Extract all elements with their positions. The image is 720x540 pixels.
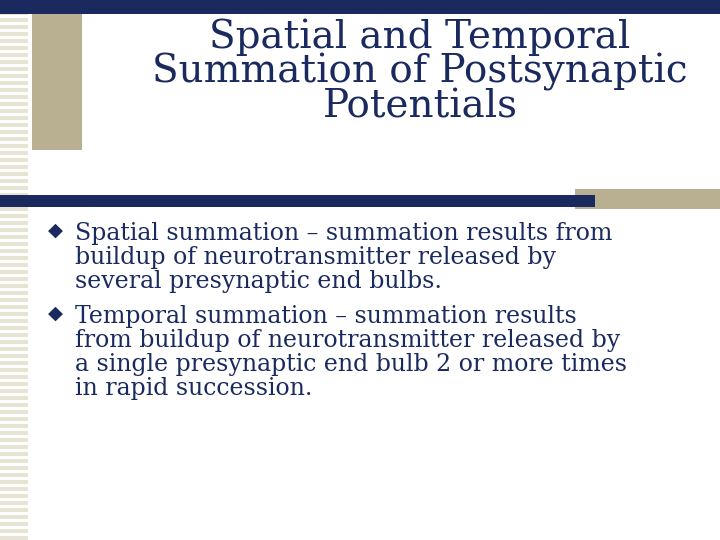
Bar (0, 424, 28, 428)
Bar (0, 466, 28, 470)
Text: ◆: ◆ (48, 222, 63, 240)
Bar (0, 333, 28, 337)
Bar (0, 195, 720, 207)
Bar (0, 438, 28, 442)
Bar (0, 403, 28, 407)
Bar (0, 102, 28, 106)
Bar (0, 319, 28, 323)
Bar (0, 256, 28, 260)
Bar (0, 221, 28, 225)
Bar (0, 417, 28, 421)
Bar (0, 116, 28, 120)
Bar (0, 130, 28, 134)
Text: Spatial and Temporal: Spatial and Temporal (210, 18, 631, 56)
Bar (0, 508, 28, 512)
Bar (0, 81, 28, 85)
Text: Summation of Postsynaptic: Summation of Postsynaptic (152, 53, 688, 91)
Bar (0, 242, 28, 246)
Bar (0, 32, 28, 36)
Bar (0, 396, 28, 400)
Bar (0, 193, 28, 197)
Bar (0, 179, 28, 183)
Bar (0, 340, 28, 344)
Text: Potentials: Potentials (323, 88, 518, 125)
Bar (0, 158, 28, 162)
Bar (0, 494, 28, 498)
Bar (0, 88, 28, 92)
Bar (0, 389, 28, 393)
Text: buildup of neurotransmitter released by: buildup of neurotransmitter released by (75, 246, 556, 269)
Bar (0, 354, 28, 358)
Bar (0, 123, 28, 127)
Bar (0, 487, 28, 491)
Bar (0, 410, 28, 414)
Bar (0, 25, 28, 29)
Bar (0, 249, 28, 253)
Bar (0, 522, 28, 526)
Text: from buildup of neurotransmitter released by: from buildup of neurotransmitter release… (75, 329, 620, 352)
Bar (0, 473, 28, 477)
Bar (0, 536, 28, 540)
Text: ◆: ◆ (48, 305, 63, 323)
Bar (0, 195, 595, 207)
Bar (0, 382, 28, 386)
Bar (0, 368, 28, 372)
Bar (0, 431, 28, 435)
Bar (0, 18, 28, 22)
Bar (0, 515, 28, 519)
Bar (0, 214, 28, 218)
Bar (0, 277, 28, 281)
Text: in rapid succession.: in rapid succession. (75, 377, 312, 400)
Text: a single presynaptic end bulb 2 or more times: a single presynaptic end bulb 2 or more … (75, 353, 627, 376)
Bar (0, 375, 28, 379)
Bar (0, 361, 28, 365)
Bar (0, 200, 28, 204)
Bar (575, 189, 720, 209)
Bar (0, 263, 28, 267)
Bar (0, 501, 28, 505)
Bar (0, 270, 28, 274)
Bar (0, 305, 28, 309)
Bar (0, 235, 28, 239)
Bar (0, 480, 28, 484)
Bar (0, 67, 28, 71)
Bar (0, 284, 28, 288)
Text: Spatial summation – summation results from: Spatial summation – summation results fr… (75, 222, 613, 245)
Bar (0, 165, 28, 169)
Bar (0, 151, 28, 155)
Bar (0, 228, 28, 232)
Bar (0, 312, 28, 316)
Bar (0, 39, 28, 43)
Bar (0, 452, 28, 456)
Bar (0, 144, 28, 148)
Bar (0, 186, 28, 190)
Bar (0, 0, 720, 14)
Bar (0, 298, 28, 302)
Bar (0, 172, 28, 176)
Bar (0, 137, 28, 141)
Bar (0, 109, 28, 113)
Bar (0, 291, 28, 295)
Bar (32, 14, 82, 150)
Bar (0, 459, 28, 463)
Bar (0, 4, 28, 8)
Bar (0, 0, 28, 1)
Text: several presynaptic end bulbs.: several presynaptic end bulbs. (75, 270, 442, 293)
Bar (0, 11, 28, 15)
Bar (0, 529, 28, 533)
Bar (0, 60, 28, 64)
Bar (0, 207, 28, 211)
Bar (0, 46, 28, 50)
Bar (0, 347, 28, 351)
Bar (0, 326, 28, 330)
Text: Temporal summation – summation results: Temporal summation – summation results (75, 305, 577, 328)
Bar (0, 95, 28, 99)
Bar (0, 445, 28, 449)
Bar (0, 53, 28, 57)
Bar (0, 74, 28, 78)
